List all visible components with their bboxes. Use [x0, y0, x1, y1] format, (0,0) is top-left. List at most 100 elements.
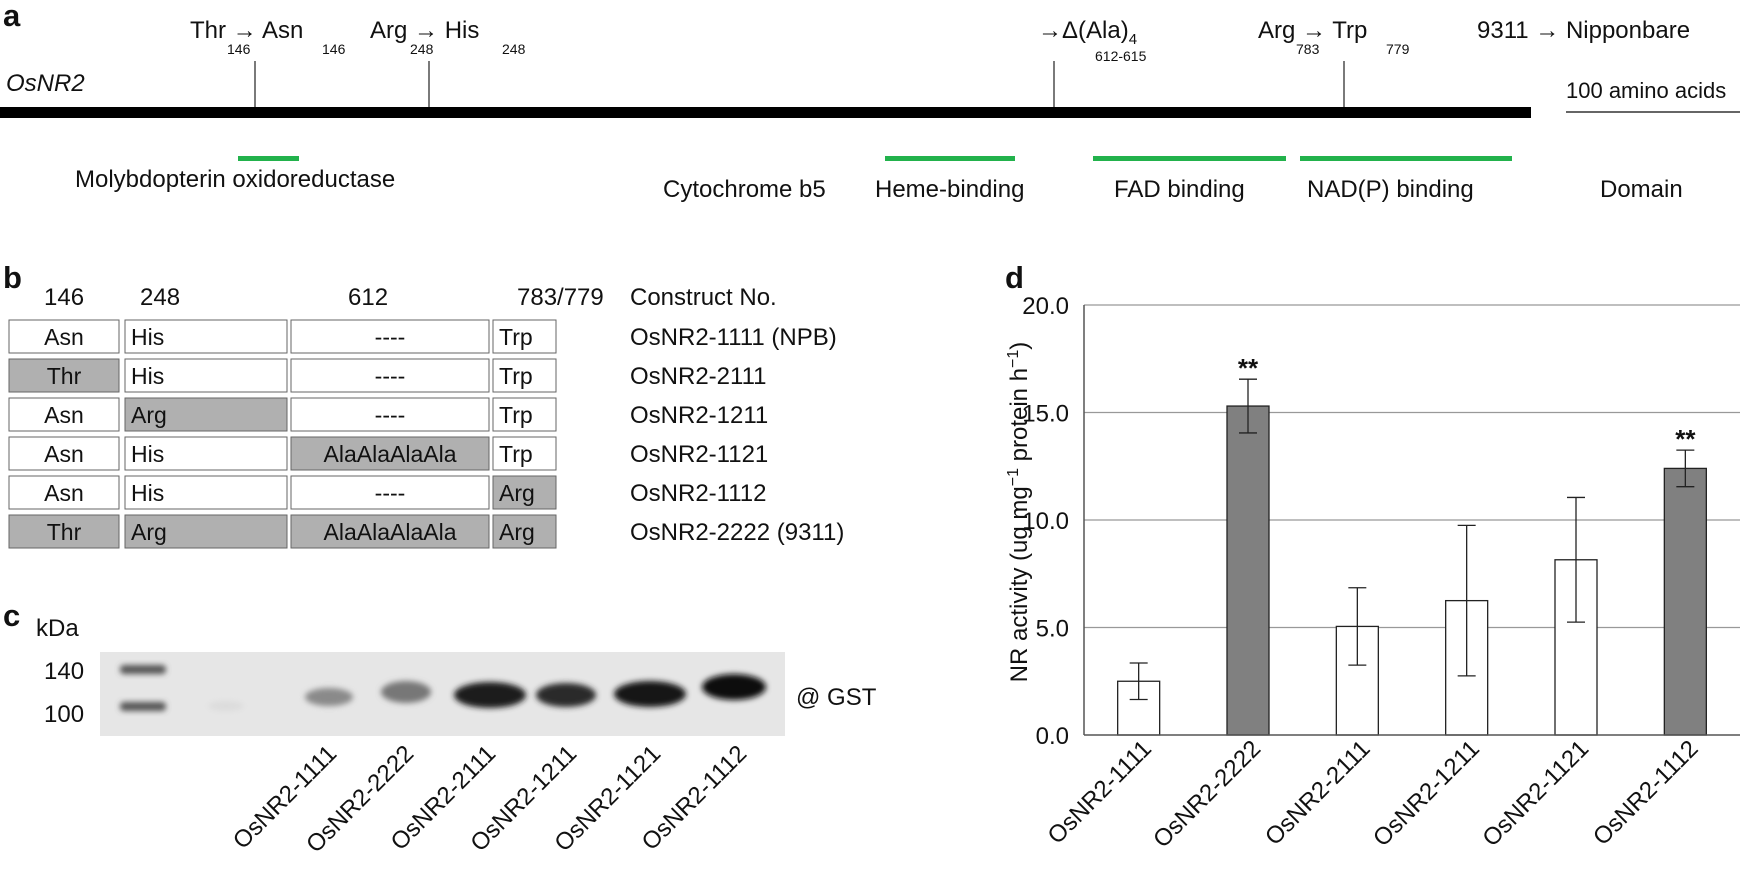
cell-text: Asn [44, 402, 84, 428]
chart-grid [1084, 304, 1740, 629]
cell-text: Arg [499, 480, 535, 506]
construct-row: Asn Arg ---- Trp OsNR2-1211 [8, 397, 768, 432]
panel-c-label: c [3, 598, 20, 633]
x-tick-label: OsNR2-1112 [1588, 735, 1704, 851]
mutation-to-pos: 146 [322, 41, 346, 57]
chart-ytick-labels: 0.0 5.0 10.0 15.0 20.0 [1022, 293, 1069, 750]
mutation-2: Arg → His 248 248 [370, 17, 526, 57]
construct-name: OsNR2-1211 [630, 402, 768, 429]
construct-name: OsNR2-1111 (NPB) [630, 324, 837, 351]
mutation-arrow: → [1038, 17, 1062, 44]
mutation-from: Thr [190, 17, 226, 44]
mutation-to-pos: 248 [502, 41, 526, 57]
cell-box [124, 319, 288, 354]
ladder-band-100 [120, 702, 166, 711]
lane-labels: OsNR2-1111OsNR2-2222OsNR2-2111OsNR2-1211… [228, 740, 752, 858]
svg-text:→Δ(Ala)4: →Δ(Ala)4 [1038, 17, 1137, 48]
chart-xtick-labels: OsNR2-1111OsNR2-2222OsNR2-2111OsNR2-1211… [1043, 735, 1704, 853]
mutation-arrow: → [233, 17, 257, 44]
bar [1663, 467, 1707, 736]
lane-band-1211 [454, 682, 526, 708]
bar [1226, 405, 1270, 736]
construct-row: Asn His ---- Arg OsNR2-1112 [8, 475, 767, 510]
mutation-4: Arg → Trp 783 779 [1258, 17, 1410, 57]
cell-box [124, 475, 288, 510]
svg-text:Arg → His: Arg → His [370, 17, 479, 44]
construct-name: OsNR2-2222 (9311) [630, 519, 844, 546]
position-783-779: 783/779 [517, 284, 604, 311]
cell-box [8, 514, 120, 549]
x-tick-label: OsNR2-1111 [1043, 735, 1157, 849]
cell-text: AlaAlaAlaAla [324, 519, 457, 545]
construct-row: Asn His AlaAlaAlaAla Trp OsNR2-1121 [8, 436, 768, 471]
protein-bar [0, 107, 1531, 118]
cell-box [8, 436, 120, 471]
mutation-arrow: → [1302, 17, 1326, 44]
mutation-to: Trp [1332, 17, 1367, 44]
cell-text: ---- [375, 402, 406, 428]
x-tick-label: OsNR2-1211 [1368, 735, 1485, 852]
position-248: 248 [140, 284, 180, 311]
cell-box [290, 436, 490, 471]
cell-text: ---- [375, 480, 406, 506]
mutation-1: Thr → Asn 146 146 [190, 17, 346, 57]
mutation-from-pos: 248 [410, 41, 434, 57]
cell-text: Asn [44, 480, 84, 506]
kda-label: kDa [36, 615, 79, 642]
construct-table: Asn His ---- Trp OsNR2-1111 (NPB) Thr His ---- T… [8, 319, 844, 549]
cell-text: ---- [375, 324, 406, 350]
y-tick-label: 15.0 [1022, 401, 1069, 428]
mutation-to-pos: 779 [1386, 41, 1410, 57]
cell-box [8, 358, 120, 393]
construct-row: Thr His ---- Trp OsNR2-2111 [8, 358, 767, 393]
cell-box [290, 514, 490, 549]
cell-text: Trp [499, 324, 533, 350]
significance-mark: ** [1675, 424, 1696, 454]
marker-140-label: 140 [44, 658, 84, 685]
panel-a: a Thr → Asn 146 146 Arg → His 248 248 →Δ… [0, 0, 1740, 203]
cell-text: His [131, 480, 164, 506]
mutation-to-pos: 612-615 [1095, 48, 1147, 64]
domain-label-cytochrome: Cytochrome b5 [663, 176, 826, 203]
mutation-to: His [445, 17, 480, 44]
cell-box [290, 358, 490, 393]
svg-text:Arg → Trp: Arg → Trp [1258, 17, 1367, 44]
cell-text: Asn [44, 441, 84, 467]
domain-label-molybdopterin: Molybdopterin oxidoreductase [75, 166, 395, 193]
cell-text: Arg [131, 519, 167, 545]
cell-text: Trp [499, 363, 533, 389]
domain-bar-nadp [1300, 156, 1512, 161]
domain-label-fad: FAD binding [1114, 176, 1245, 203]
cell-text: His [131, 441, 164, 467]
mutation-from: Arg [1258, 17, 1295, 44]
mutation-to: Asn [262, 17, 303, 44]
ladder-band-140 [120, 665, 166, 674]
cell-box [290, 397, 490, 432]
mutation-3: →Δ(Ala)4 612-615 [1038, 17, 1147, 64]
panel-d: d **** 0.05.010.015.020.0 OsNR2-1111OsNR… [1005, 260, 1740, 853]
cell-text: His [131, 324, 164, 350]
direction-label: 9311 → Nipponbare [1477, 17, 1690, 44]
panel-c: c kDa 140 100 @ GST OsNR2-1111OsNR2-2222… [3, 598, 877, 858]
cell-text: Asn [44, 324, 84, 350]
cell-box [492, 358, 557, 393]
domain-bar-fad [1093, 156, 1286, 161]
x-tick-label: OsNR2-1121 [1477, 735, 1594, 852]
cell-text: Thr [47, 519, 82, 545]
construct-row: Asn His ---- Trp OsNR2-1111 (NPB) [8, 319, 837, 354]
panel-b-label: b [3, 260, 22, 295]
cell-box [124, 397, 288, 432]
mutation-from: Arg [370, 17, 407, 44]
cell-box [290, 319, 490, 354]
cell-box [8, 475, 120, 510]
cell-text: ---- [375, 363, 406, 389]
domain-label-nadp: NAD(P) binding [1307, 176, 1474, 203]
y-tick-label: 20.0 [1022, 293, 1069, 320]
position-146: 146 [44, 284, 84, 311]
cell-box [8, 397, 120, 432]
scale-label: 100 amino acids [1566, 78, 1726, 103]
construct-header: Construct No. [630, 284, 777, 311]
gene-name: OsNR2 [6, 70, 85, 97]
construct-row: Thr Arg AlaAlaAlaAla Arg OsNR2-2222 (9311) [8, 514, 844, 549]
